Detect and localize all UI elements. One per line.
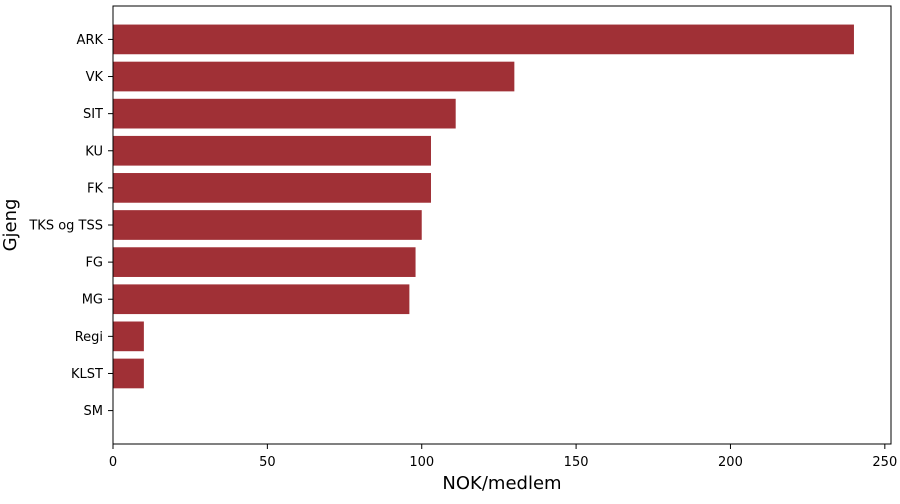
- y-tick-label: FG: [85, 256, 103, 271]
- bar-mg: [113, 284, 410, 315]
- y-tick-label: SM: [84, 404, 103, 419]
- y-axis-ticks: ARK VK SIT KU FK TKS og TSS FG MG Regi KLST SM: [28, 33, 113, 419]
- y-tick-label: VK: [86, 70, 104, 85]
- bar-tks-og-tss: [113, 210, 422, 240]
- y-tick-label: SIT: [83, 107, 103, 122]
- y-tick-label: ARK: [77, 33, 104, 48]
- y-tick-label: MG: [82, 293, 103, 308]
- bars-group: [113, 24, 854, 389]
- y-tick-label: TKS og TSS: [28, 219, 103, 234]
- y-tick-label: KLST: [71, 367, 103, 382]
- x-tick-label: 50: [259, 455, 276, 470]
- x-tick-label: 250: [872, 455, 897, 470]
- y-axis-label: Gjeng: [0, 199, 21, 252]
- bar-fk: [113, 173, 431, 203]
- y-tick-label: FK: [87, 181, 103, 196]
- bar-ku: [113, 135, 431, 166]
- x-tick-label: 200: [718, 455, 743, 470]
- bar-sit: [113, 98, 456, 129]
- x-tick-label: 150: [564, 455, 589, 470]
- bar-klst: [113, 358, 144, 389]
- plot-frame: [112, 5, 892, 445]
- x-axis-label: NOK/medlem: [442, 473, 561, 494]
- bar-fg: [113, 247, 416, 277]
- x-tick-label: 100: [409, 455, 434, 470]
- x-axis-ticks: 0 50 100 150 200 250: [109, 444, 897, 470]
- y-tick-label: KU: [85, 144, 103, 159]
- y-tick-label: Regi: [75, 330, 103, 345]
- bar-vk: [113, 61, 515, 92]
- bar-ark: [113, 24, 854, 55]
- bar-regi: [113, 321, 144, 352]
- x-tick-label: 0: [109, 455, 117, 470]
